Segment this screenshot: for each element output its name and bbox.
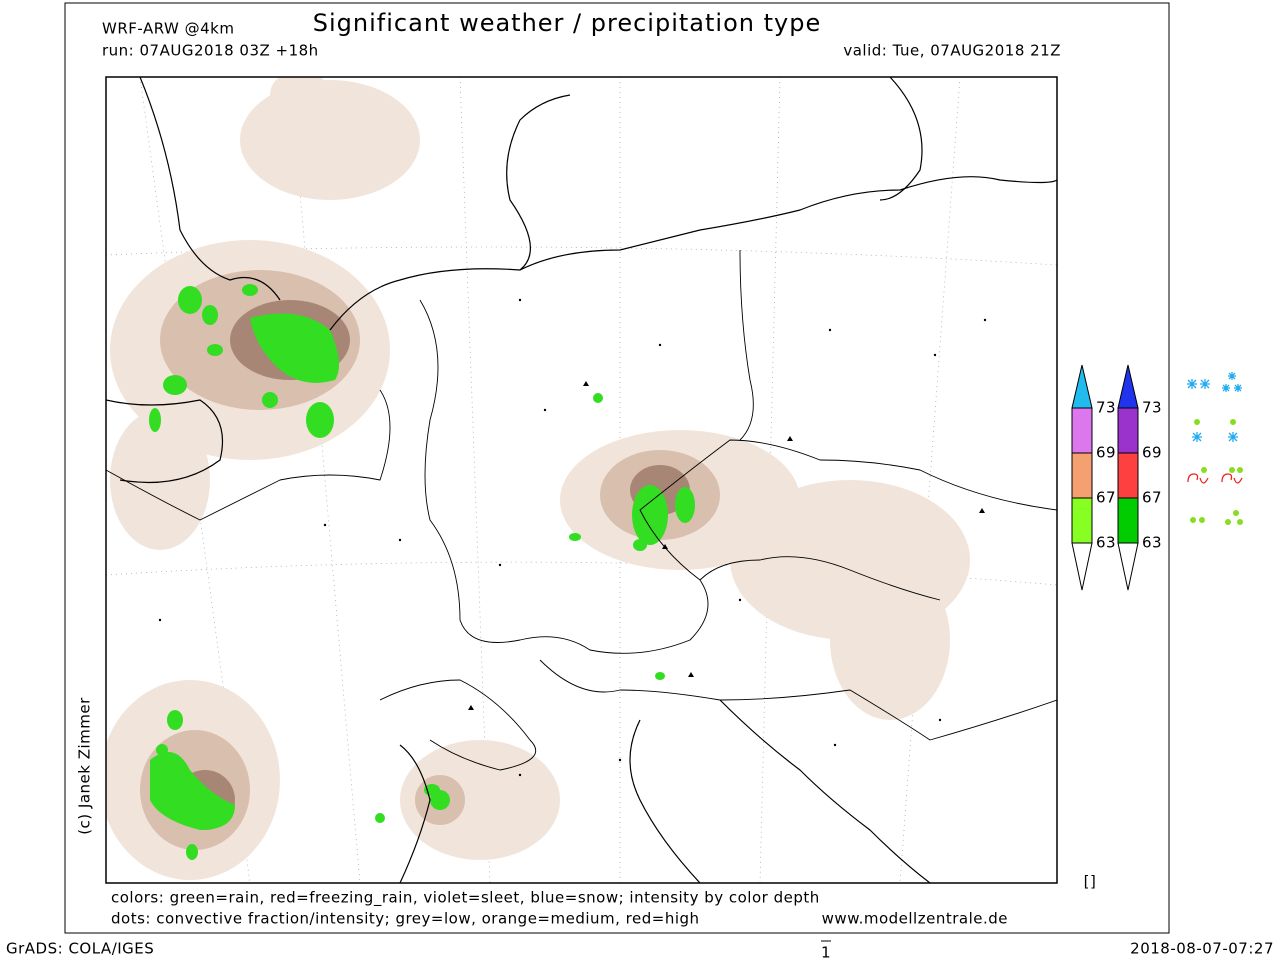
model-label: WRF-ARW @4km [102,20,234,38]
title: Significant weather / precipitation type [313,9,821,37]
footer-right: 2018-08-07-07:27 [1130,940,1274,958]
footer-center: 1 [821,944,831,960]
footer-left: GrADS: COLA/IGES [6,940,154,958]
bracket: [] [1084,873,1097,891]
colorbar-label: 63 [1142,534,1162,552]
colorbar-label: 67 [1096,489,1116,507]
colorbar-label: 69 [1142,444,1162,462]
colorbar-label: 67 [1142,489,1162,507]
station-dots [158,298,987,777]
credit: (c) Janek Zimmer [76,697,94,835]
valid-label: valid: Tue, 07AUG2018 21Z [843,42,1061,60]
coastlines [106,77,1057,883]
colorbar-label: 63 [1096,534,1116,552]
run-label: run: 07AUG2018 03Z +18h [102,42,319,60]
map [105,76,1058,884]
colorbar-label: 73 [1142,399,1162,417]
borders [106,249,1057,771]
note-colors: colors: green=rain, red=freezing_rain, v… [111,889,820,908]
note-url: www.modellzentrale.de [822,910,1008,928]
colorbar-label: 69 [1096,444,1116,462]
colorbar-label: 73 [1096,399,1116,417]
colorbar-labels: 73 69 67 63 73 69 67 63 [1096,399,1162,552]
rain [149,284,695,860]
colorbar-left [1071,364,1093,591]
note-dots: dots: convective fraction/intensity; gre… [111,910,700,928]
peaks [468,381,985,710]
symbol-legend [1187,372,1243,525]
colorbar-right [1117,364,1139,591]
